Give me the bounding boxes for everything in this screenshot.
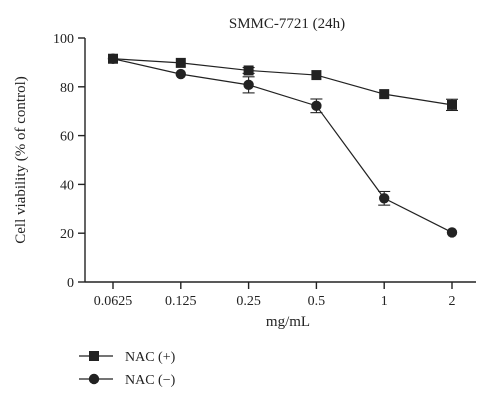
series-layer: [107, 53, 458, 238]
data-point-square: [89, 351, 99, 361]
y-axis-label: Cell viability (% of control): [13, 76, 29, 243]
x-tick-label: 0.125: [165, 294, 197, 309]
y-tick-label: 0: [67, 276, 74, 291]
data-point-square: [311, 70, 322, 81]
x-tick-label: 2: [449, 294, 456, 309]
x-tick-label: 0.5: [308, 294, 326, 309]
y-tick-label: 20: [60, 227, 74, 242]
legend-item: NAC (+): [79, 350, 176, 365]
data-point-circle: [107, 53, 119, 64]
series-nac-minus: [107, 53, 458, 238]
y-tick-label: 60: [60, 130, 74, 145]
data-point-circle: [175, 68, 186, 80]
data-point-square: [243, 65, 254, 76]
y-tick-label: 40: [60, 178, 74, 193]
data-point-square: [175, 57, 186, 68]
series-line: [112, 58, 453, 106]
data-point-circle: [446, 227, 458, 238]
legend-item: NAC (−): [79, 373, 176, 388]
y-axis-ticks: 0 20 40 60 80 100: [53, 32, 85, 291]
data-point-circle: [379, 193, 390, 204]
data-point-square: [447, 99, 457, 110]
x-tick-label: 0.25: [236, 294, 261, 309]
data-point-square: [379, 89, 390, 100]
x-tick-label: 1: [381, 294, 388, 309]
legend-label: NAC (+): [125, 350, 176, 365]
data-point-circle: [243, 79, 254, 91]
legend-label: NAC (−): [125, 373, 176, 388]
data-point-circle: [88, 373, 100, 385]
series-nac-plus: [108, 53, 458, 112]
plot-area: 0 20 40 60 80 100 0.0625 0.125 0.25 0.5 1 2: [53, 32, 476, 309]
series-line: [112, 58, 453, 234]
y-tick-label: 100: [53, 32, 74, 47]
x-axis-label: mg/mL: [266, 314, 310, 330]
x-axis-ticks: 0.0625 0.125 0.25 0.5 1 2: [94, 282, 456, 309]
y-tick-label: 80: [60, 81, 74, 96]
data-point-circle: [311, 100, 322, 112]
legend: NAC (+) NAC (−): [79, 350, 176, 388]
chart-title: SMMC-7721 (24h): [229, 16, 345, 32]
x-tick-label: 0.0625: [94, 294, 133, 309]
